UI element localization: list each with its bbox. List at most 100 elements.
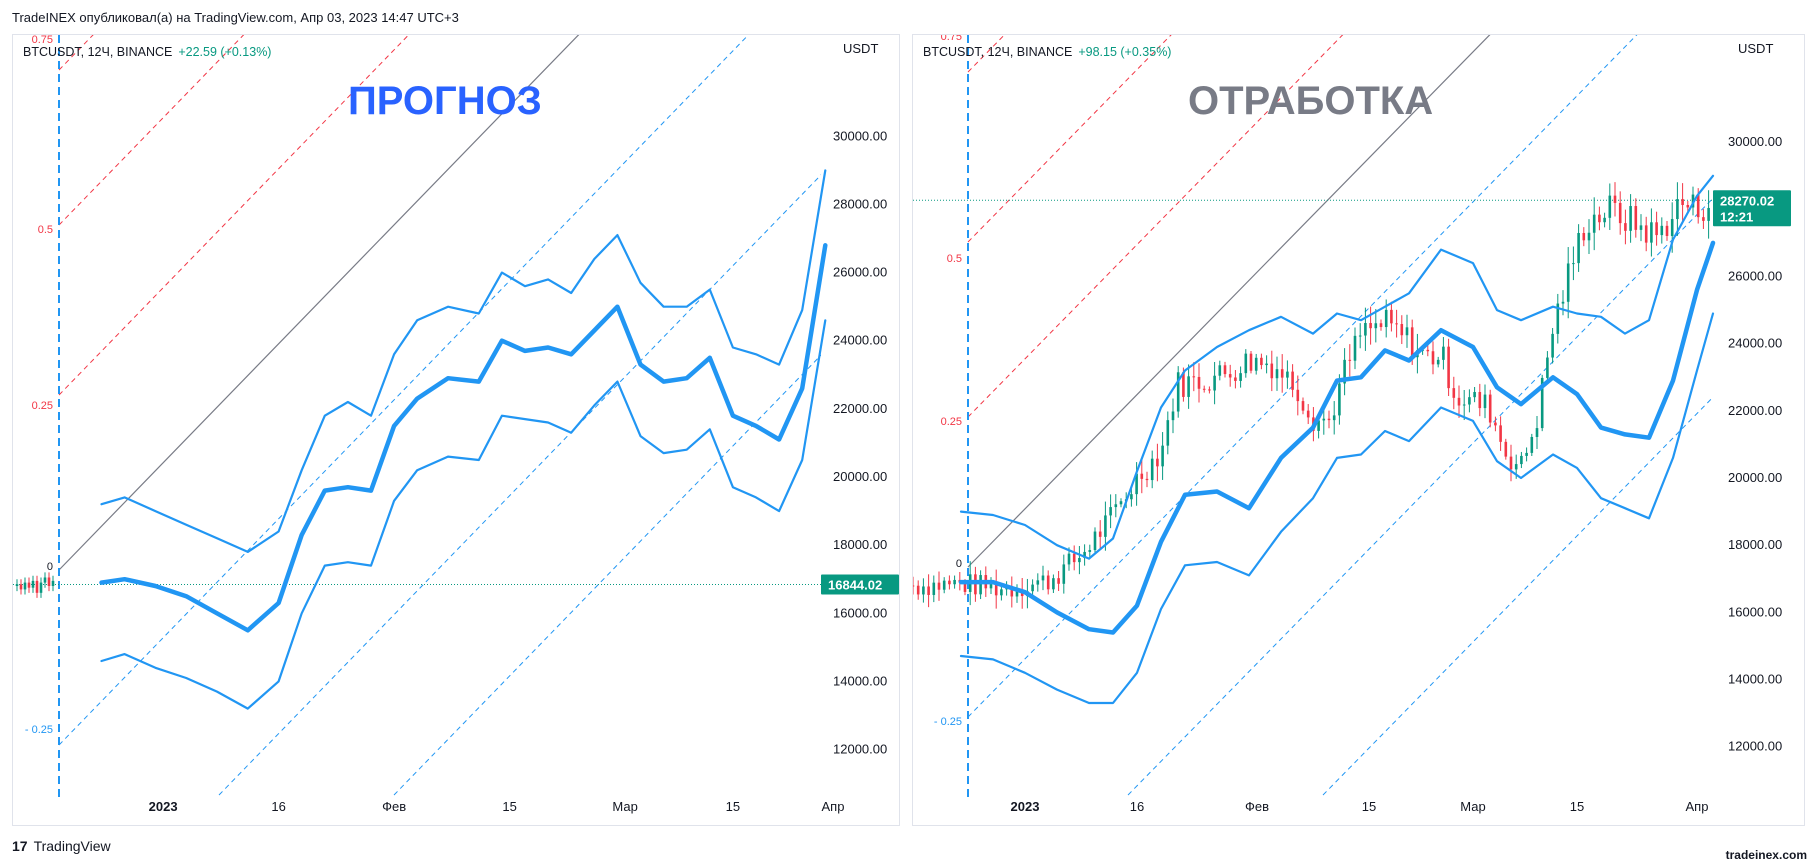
result-chart-svg[interactable]: 0.75 0.5 0.25 0 - 0.25 12000.00 14000.00 16000.… <box>913 35 1804 825</box>
candle-body <box>1213 375 1216 391</box>
published-header: TradeINEX опубликовал(а) на TradingView.… <box>12 10 459 25</box>
candle-body <box>1000 589 1003 596</box>
candle-body <box>1405 327 1409 336</box>
change-label: +22.59 (+0.13%) <box>178 45 272 59</box>
candle-body <box>47 577 51 587</box>
candle-body <box>1317 420 1320 431</box>
candle-body <box>1676 199 1679 220</box>
fib-level-label: - 0.25 <box>934 716 962 728</box>
candle-body <box>1260 357 1263 366</box>
candle-body <box>1504 441 1508 457</box>
candle-body <box>1613 195 1617 203</box>
candle-body <box>1182 372 1185 397</box>
symbol-info: BTCUSDT, 12Ч, BINANCE +22.59 (+0.13%) <box>23 45 271 59</box>
candle-body <box>1036 580 1040 585</box>
fib-extension-line <box>1127 197 1713 796</box>
candle-body <box>1696 194 1700 218</box>
plot-area <box>58 35 821 799</box>
candle-body <box>1192 376 1196 378</box>
candle-body <box>1436 359 1440 365</box>
chart-panel-result[interactable]: 0.75 0.5 0.25 0 - 0.25 12000.00 14000.00 16000.… <box>912 34 1805 826</box>
candle-body <box>1702 217 1705 221</box>
chart-panel-forecast[interactable]: 0.75 0.5 0.25 0 - 0.25 12000.00 14000.00 16000.… <box>12 34 900 826</box>
candle-body <box>1546 357 1549 378</box>
x-tick-label: Мар <box>612 799 637 814</box>
fib-line-025 <box>967 35 1344 418</box>
x-tick-label: 16 <box>271 799 285 814</box>
fib-line-05 <box>967 35 1172 243</box>
candle-body <box>1223 365 1227 375</box>
candle-body <box>1655 222 1658 236</box>
fib-extension-line <box>393 354 821 796</box>
candle-body <box>1306 410 1310 418</box>
candle-body <box>1327 418 1331 421</box>
candle-body <box>1348 359 1352 361</box>
candle-body <box>1244 353 1248 374</box>
candle-body <box>1551 333 1554 358</box>
y-tick-label: 28000.00 <box>833 196 887 211</box>
candle-body <box>1525 452 1528 456</box>
y-tick-label: 30000.00 <box>1728 134 1782 149</box>
candle-body <box>1608 195 1612 218</box>
candle-body <box>1286 371 1289 378</box>
candle-body <box>1208 389 1211 391</box>
y-tick-label: 14000.00 <box>833 673 887 688</box>
candle-body <box>1431 351 1435 365</box>
bar-countdown: 12:21 <box>1720 209 1753 224</box>
y-tick-label: 26000.00 <box>833 265 887 280</box>
candle-body <box>1364 323 1367 336</box>
candle-body <box>1057 578 1060 584</box>
candle-body <box>1104 515 1107 537</box>
forecast-chart-svg[interactable]: 0.75 0.5 0.25 0 - 0.25 12000.00 14000.00 16000.… <box>13 35 899 825</box>
candle-body <box>942 580 946 590</box>
candle-body <box>927 586 930 595</box>
x-tick-label: 2023 <box>149 799 178 814</box>
channel-lower-line <box>959 312 1715 705</box>
candle-body <box>1540 377 1544 429</box>
candle-body <box>963 582 967 592</box>
candle-body <box>1561 301 1565 304</box>
candle-body <box>1098 531 1102 537</box>
result-title: ОТРАБОТКА <box>1188 79 1434 123</box>
candle-body <box>1171 411 1175 421</box>
candle-body <box>1650 222 1653 243</box>
x-tick-label: Фев <box>382 799 406 814</box>
x-tick-label: 15 <box>1570 799 1584 814</box>
tradingview-logo-icon: 17 <box>12 838 28 854</box>
candle-body <box>994 582 998 596</box>
candle-body <box>922 586 925 595</box>
candle-body <box>1400 324 1404 336</box>
x-tick-label: 2023 <box>1011 799 1040 814</box>
y-tick-label: 20000.00 <box>1728 470 1782 485</box>
candle-body <box>1468 397 1471 405</box>
candle-body <box>1270 363 1274 379</box>
candle-body <box>1083 551 1086 559</box>
tradingview-footer[interactable]: 17 TradingView <box>12 838 111 854</box>
y-tick-label: 12000.00 <box>833 742 887 757</box>
candle-body <box>1634 206 1638 230</box>
candle-body <box>1603 217 1606 223</box>
fib-line-minus025 <box>967 35 1638 718</box>
candle-body <box>1202 388 1206 390</box>
candle-body <box>1665 225 1669 236</box>
candle-body <box>1088 550 1092 552</box>
candle-body <box>1426 349 1430 352</box>
y-tick-label: 18000.00 <box>833 537 887 552</box>
candle-body <box>1514 464 1518 470</box>
candle-body <box>1478 391 1482 409</box>
candle-body <box>15 584 19 587</box>
candle-body <box>1254 357 1258 371</box>
candle-body <box>1442 346 1445 360</box>
candle-body <box>39 582 43 593</box>
y-tick-label: 22000.00 <box>1728 403 1782 418</box>
fib-extension-line <box>218 174 821 796</box>
candle-body <box>1078 558 1081 563</box>
candle-body <box>1670 219 1674 236</box>
last-price-value: 28270.02 <box>1720 193 1774 208</box>
x-tick-label: Фев <box>1245 799 1269 814</box>
tradingview-brand: TradingView <box>33 838 111 854</box>
candle-body <box>1457 397 1461 406</box>
candle-body <box>1384 309 1388 328</box>
y-tick-label: 26000.00 <box>1728 269 1782 284</box>
candle-body <box>31 580 35 588</box>
